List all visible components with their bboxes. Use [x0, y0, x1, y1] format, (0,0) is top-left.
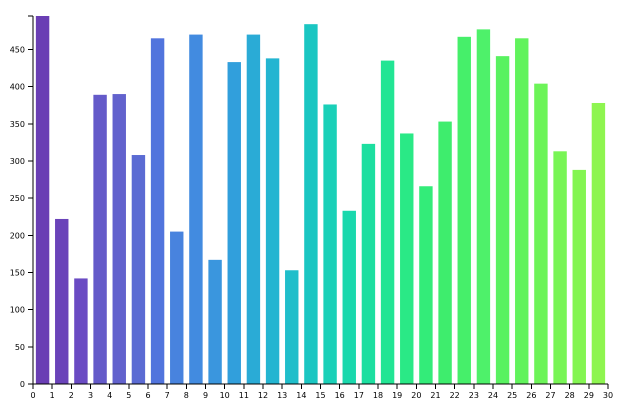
x-tick-label-27: 27	[545, 391, 555, 400]
bar-17	[361, 143, 376, 384]
y-tick-label-100: 100	[10, 306, 25, 315]
x-tick-label-16: 16	[335, 391, 345, 400]
y-tick-label-50: 50	[15, 343, 25, 352]
y-tick-label-250: 250	[10, 194, 25, 203]
x-tick-label-21: 21	[430, 391, 440, 400]
bar-5	[131, 155, 146, 384]
y-tick-label-300: 300	[10, 157, 25, 166]
bar-2	[74, 278, 88, 384]
x-tick-label-25: 25	[507, 391, 517, 400]
bar-0	[35, 16, 50, 384]
x-tick-label-19: 19	[392, 391, 402, 400]
x-tick-label-5: 5	[126, 391, 131, 400]
bar-15	[323, 104, 337, 384]
x-tick-label-22: 22	[450, 391, 460, 400]
bar-4	[112, 94, 126, 384]
x-tick-label-3: 3	[88, 391, 93, 400]
bar-7	[170, 231, 184, 384]
bar-16	[342, 210, 356, 384]
bar-3	[93, 94, 107, 384]
x-tick-label-7: 7	[165, 391, 170, 400]
x-tick-label-8: 8	[184, 391, 189, 400]
x-tick-label-17: 17	[354, 391, 364, 400]
y-tick-label-0: 0	[20, 380, 25, 389]
bar-20	[419, 186, 433, 384]
bar-11	[246, 34, 261, 385]
x-tick-label-28: 28	[565, 391, 575, 400]
bar-22	[457, 36, 471, 384]
x-tick-label-4: 4	[107, 391, 112, 400]
bar-14	[304, 24, 318, 385]
bar-12	[265, 58, 280, 384]
bar-24	[495, 56, 510, 385]
x-tick-label-23: 23	[469, 391, 479, 400]
x-tick-label-0: 0	[30, 391, 35, 400]
y-tick-label-200: 200	[10, 231, 25, 240]
x-tick-label-29: 29	[584, 391, 594, 400]
bar-8	[189, 34, 203, 385]
x-tick-label-30: 30	[603, 391, 613, 400]
bar-23	[476, 29, 491, 385]
x-tick-label-20: 20	[411, 391, 421, 400]
bar-26	[534, 83, 548, 384]
bar-9	[208, 259, 222, 384]
y-tick-label-350: 350	[10, 120, 25, 129]
bar-28	[572, 169, 586, 384]
y-tick-label-150: 150	[10, 268, 25, 277]
bars-layer	[35, 16, 606, 385]
x-tick-label-10: 10	[220, 391, 230, 400]
x-tick-label-11: 11	[239, 391, 249, 400]
x-tick-label-26: 26	[526, 391, 536, 400]
y-tick-label-400: 400	[10, 83, 25, 92]
x-tick-label-6: 6	[145, 391, 150, 400]
x-tick-label-13: 13	[277, 391, 287, 400]
x-tick-label-24: 24	[488, 391, 498, 400]
x-tick-label-9: 9	[203, 391, 208, 400]
x-tick-label-1: 1	[50, 391, 55, 400]
x-tick-label-12: 12	[258, 391, 268, 400]
bar-19	[400, 133, 414, 384]
x-tick-label-2: 2	[69, 391, 74, 400]
x-tick-label-18: 18	[373, 391, 383, 400]
bar-29	[591, 102, 606, 385]
bar-1	[55, 218, 69, 384]
bar-25	[515, 38, 529, 384]
bar-13	[285, 270, 299, 384]
bar-18	[380, 60, 395, 385]
x-tick-label-14: 14	[296, 391, 306, 400]
bar-21	[438, 121, 452, 384]
axes-layer: 0 1 2 3 4 5 6 7 8 9 10 11 12 13 14 15 16 17 18 19 20 21 22 23 24…	[10, 15, 613, 400]
bar-10	[227, 62, 241, 385]
x-tick-label-15: 15	[315, 391, 325, 400]
y-tick-label-450: 450	[10, 45, 25, 54]
bar-6	[150, 38, 165, 384]
bar-27	[553, 151, 567, 384]
